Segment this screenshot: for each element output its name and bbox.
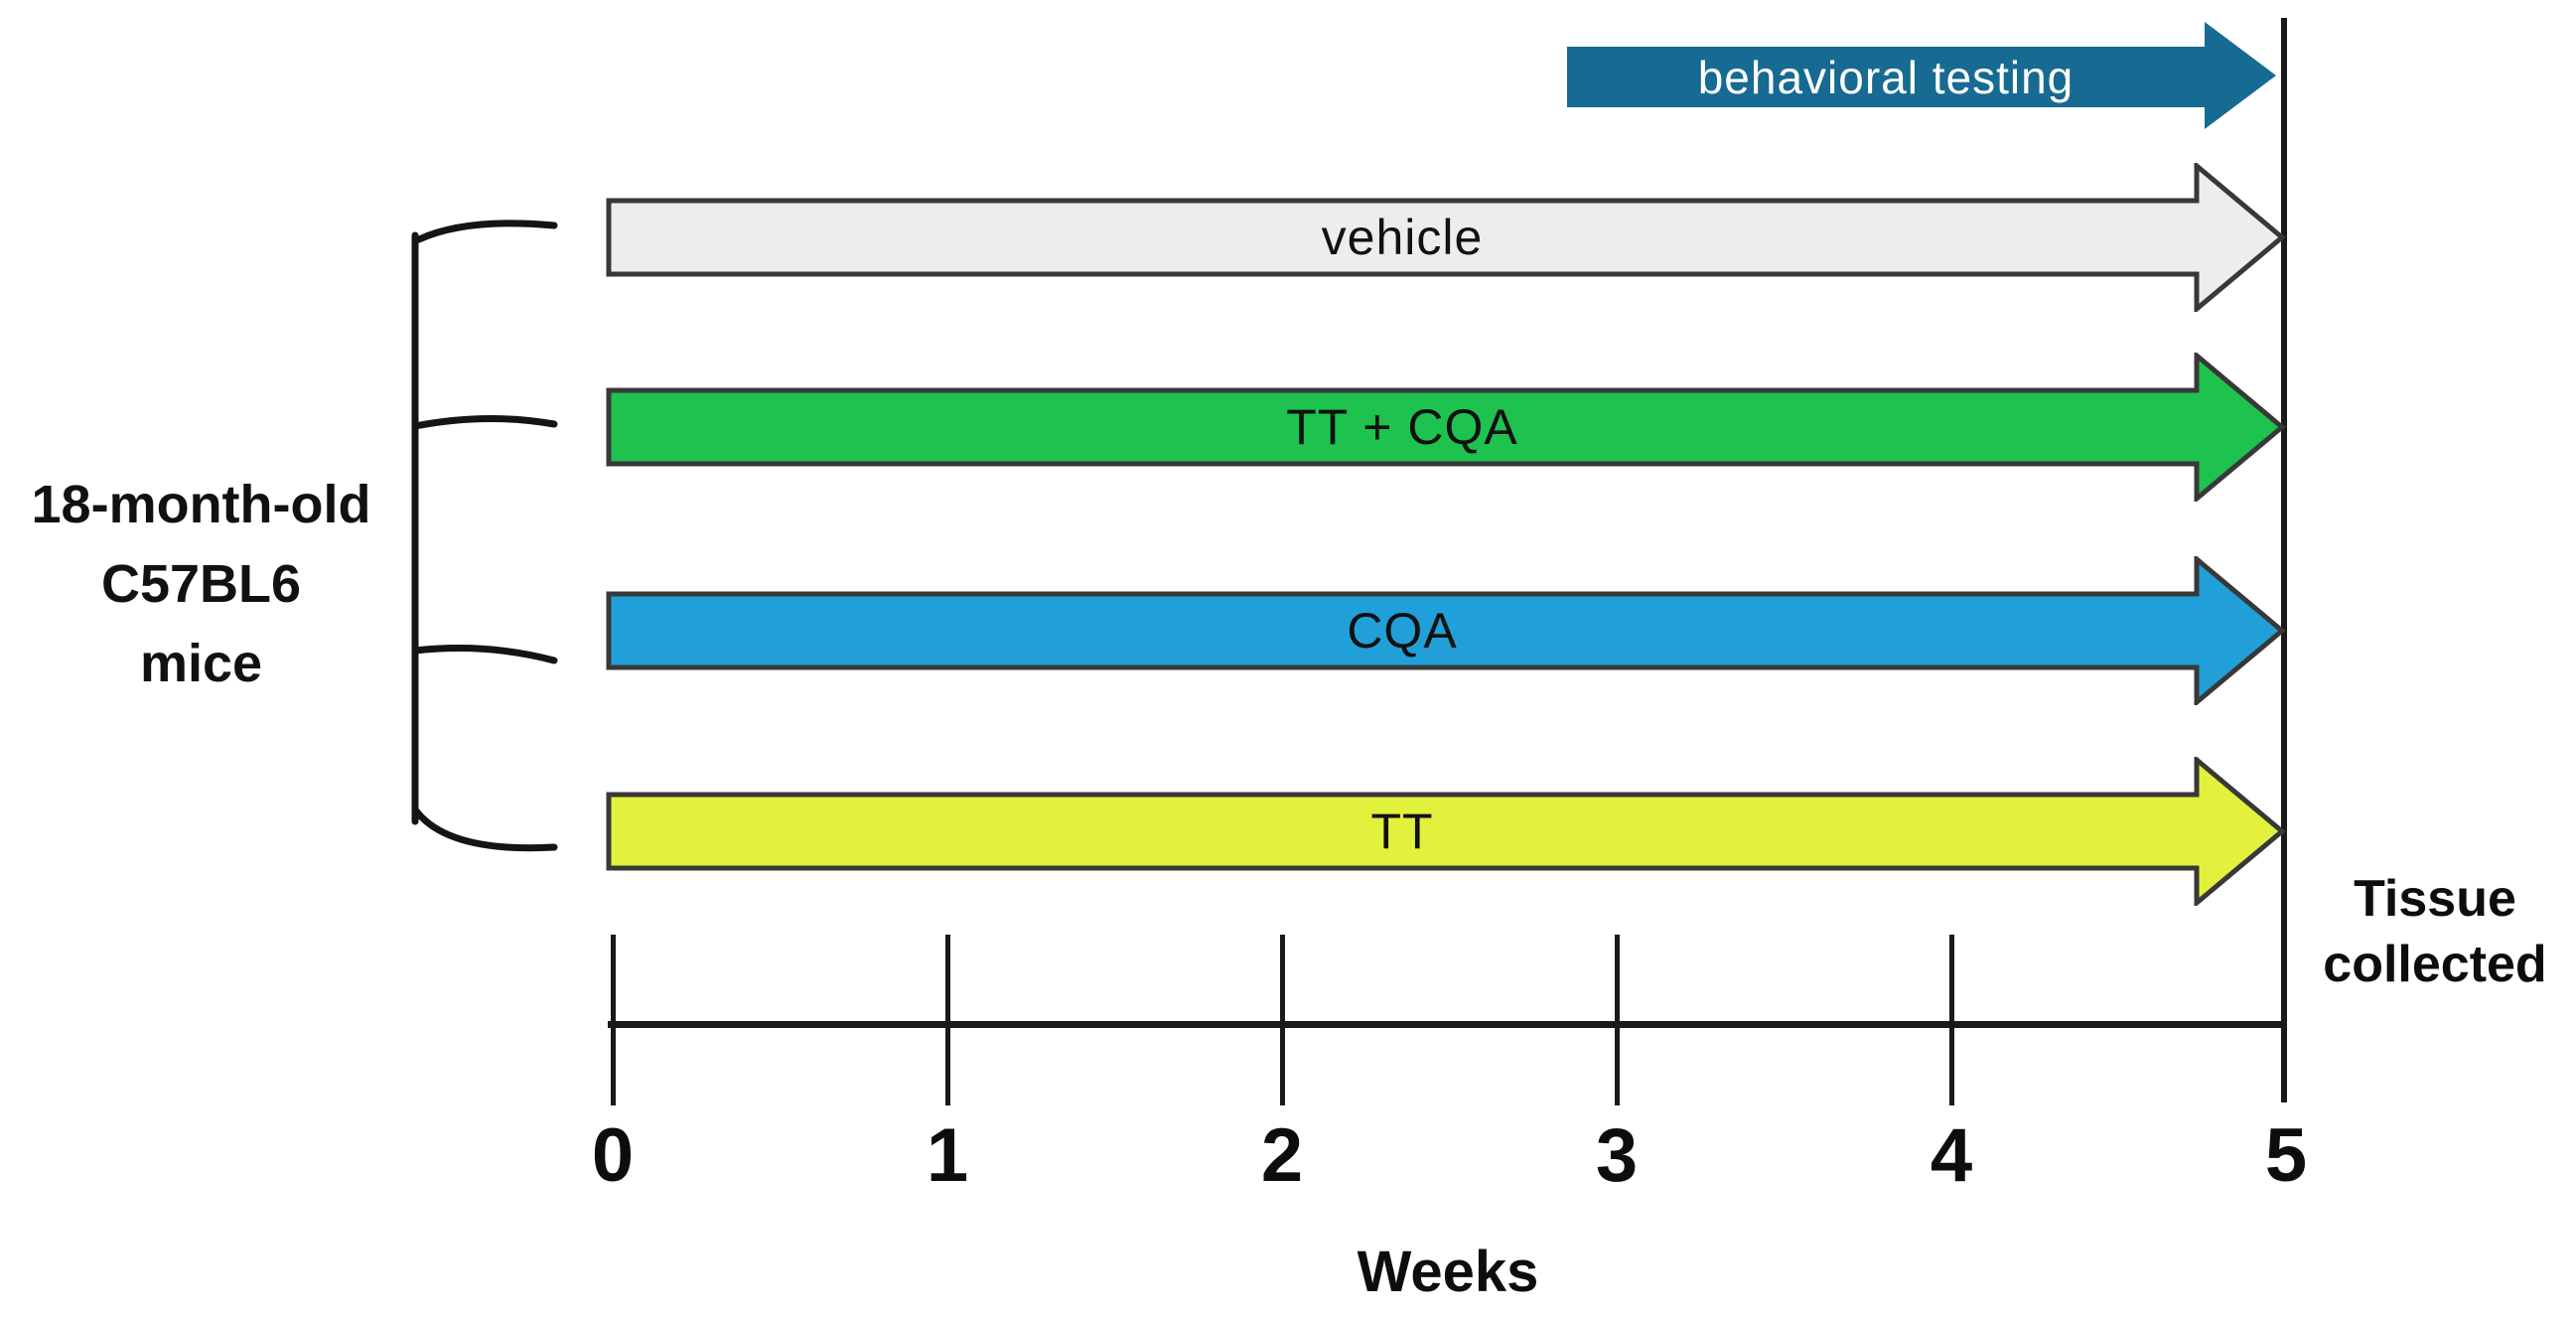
subject-label: 18-month-old C57BL6 mice (0, 465, 402, 703)
subject-label-line2: C57BL6 (100, 554, 302, 614)
tt-arrow (606, 757, 2286, 906)
cqa-label: CQA (1347, 603, 1458, 659)
tissue-collected-line1: Tissue (2354, 870, 2516, 928)
weeks-axis-line (608, 1021, 2287, 1028)
tissue-collected-line2: collected (2323, 936, 2547, 993)
vehicle-arrow (606, 163, 2286, 312)
tt-cqa-arrow (606, 353, 2286, 502)
axis-tick-label-3: 3 (1595, 1113, 1639, 1198)
tissue-collection-line (2281, 18, 2287, 1102)
behavioral-testing-arrow-shape (1567, 22, 2276, 129)
axis-tick-label-5: 5 (2264, 1113, 2308, 1198)
axis-tick-2 (1280, 935, 1285, 1105)
tt-label: TT (1370, 804, 1434, 859)
subject-label-line1: 18-month-old (31, 475, 371, 534)
vehicle-label: vehicle (1321, 210, 1484, 265)
tissue-collected-label: Tissue collected (2300, 866, 2570, 997)
behavioral-testing-arrow (1567, 22, 2276, 129)
subject-label-line3: mice (139, 634, 263, 693)
axis-tick-label-4: 4 (1930, 1113, 1973, 1198)
group-bracket (411, 220, 558, 852)
axis-tick-3 (1615, 935, 1620, 1105)
axis-tick-1 (945, 935, 950, 1105)
axis-tick-label-0: 0 (591, 1113, 635, 1198)
axis-tick-label-1: 1 (926, 1113, 969, 1198)
axis-tick-0 (611, 935, 616, 1105)
vehicle-arrow-shape (606, 163, 2286, 312)
axis-tick-label-2: 2 (1260, 1113, 1304, 1198)
tt-cqa-label: TT + CQA (1286, 399, 1518, 455)
cqa-arrow-shape (606, 556, 2286, 705)
tt-arrow-shape (606, 757, 2286, 906)
weeks-axis-title: Weeks (1357, 1240, 1539, 1304)
behavioral-testing-label: behavioral testing (1697, 51, 2075, 103)
cqa-arrow (606, 556, 2286, 705)
tt-cqa-arrow-shape (606, 353, 2286, 502)
axis-tick-4 (1949, 935, 1954, 1105)
